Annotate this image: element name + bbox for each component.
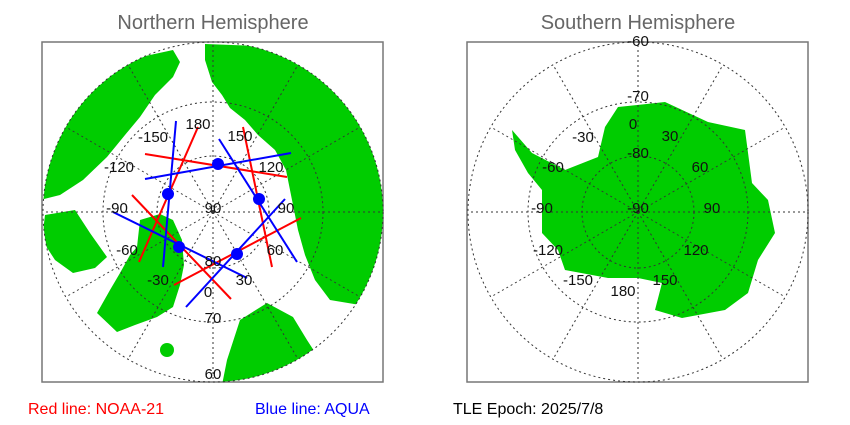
lat-label: 90 xyxy=(205,200,222,217)
longitude-line xyxy=(637,211,724,360)
lat-label: -90 xyxy=(627,200,649,217)
lon-label: 90 xyxy=(278,200,295,217)
lon-label: 30 xyxy=(662,128,679,145)
lon-label: -150 xyxy=(138,129,168,146)
lon-label: -60 xyxy=(116,242,138,259)
north-orbit-tracks xyxy=(112,120,302,308)
north-title: Northern Hemisphere xyxy=(117,12,308,34)
longitude-line xyxy=(490,211,639,298)
legend-aqua: Blue line: AQUA xyxy=(255,401,370,418)
lat-label: 60 xyxy=(205,366,222,383)
south-graticule xyxy=(467,41,809,383)
lon-label: -120 xyxy=(533,242,563,259)
longitude-line xyxy=(552,64,639,213)
lat-label: -80 xyxy=(627,145,649,162)
lon-label: -120 xyxy=(104,159,134,176)
canada-islands xyxy=(43,210,107,273)
south-land xyxy=(512,102,775,318)
lon-label: -90 xyxy=(531,200,553,217)
lon-label: -150 xyxy=(563,272,593,289)
longitude-line xyxy=(212,211,361,298)
longitude-line xyxy=(490,126,639,213)
tle-epoch: TLE Epoch: 2025/7/8 xyxy=(453,401,603,418)
overpass-point xyxy=(162,188,174,200)
lon-label: 60 xyxy=(267,242,284,259)
longitude-line xyxy=(65,211,214,298)
north-labels: 180 -150 150 -120 120 -90 90 -60 60 -30 … xyxy=(104,116,294,383)
eurasia xyxy=(205,44,383,305)
lat-label: -60 xyxy=(627,33,649,50)
greenland xyxy=(97,214,184,332)
south-labels: -60 -70 -80 -90 0 30 -30 -60 60 -90 90 -… xyxy=(531,33,720,300)
longitude-line xyxy=(127,211,214,360)
longitude-line xyxy=(212,126,361,213)
lat-label: 70 xyxy=(205,310,222,327)
longitude-line xyxy=(65,126,214,213)
lon-label: 120 xyxy=(683,242,708,259)
north-graticule xyxy=(42,41,384,383)
lon-label: 0 xyxy=(629,116,637,133)
south-title: Southern Hemisphere xyxy=(541,12,736,34)
lon-label: -60 xyxy=(542,159,564,176)
lon-label: 0 xyxy=(204,284,212,301)
lon-label: -30 xyxy=(572,129,594,146)
longitude-line xyxy=(552,211,639,360)
overpass-point xyxy=(231,248,243,260)
longitude-line xyxy=(212,211,299,360)
longitude-line xyxy=(637,64,724,213)
lat-label: -70 xyxy=(627,88,649,105)
overpass-point xyxy=(212,158,224,170)
lon-label: 150 xyxy=(652,272,677,289)
lon-label: -90 xyxy=(106,200,128,217)
lon-label: -30 xyxy=(147,272,169,289)
lon-label: 60 xyxy=(692,159,709,176)
lon-label: 180 xyxy=(610,283,635,300)
iceland xyxy=(160,343,174,357)
antarctica xyxy=(512,102,775,318)
lon-label: 120 xyxy=(258,159,283,176)
legend-noaa21: Red line: NOAA-21 xyxy=(28,401,164,418)
lon-label: 150 xyxy=(227,128,252,145)
lon-label: 180 xyxy=(185,116,210,133)
lon-label: 90 xyxy=(704,200,721,217)
overpass-point xyxy=(173,241,185,253)
latitude-circle xyxy=(467,41,809,383)
longitude-line xyxy=(127,64,214,213)
lon-label: 30 xyxy=(236,272,253,289)
longitude-line xyxy=(637,211,786,298)
longitude-line xyxy=(637,126,786,213)
overpass-point xyxy=(253,193,265,205)
longitude-line xyxy=(212,64,299,213)
latitude-circle xyxy=(42,41,384,383)
lat-label: 80 xyxy=(205,253,222,270)
